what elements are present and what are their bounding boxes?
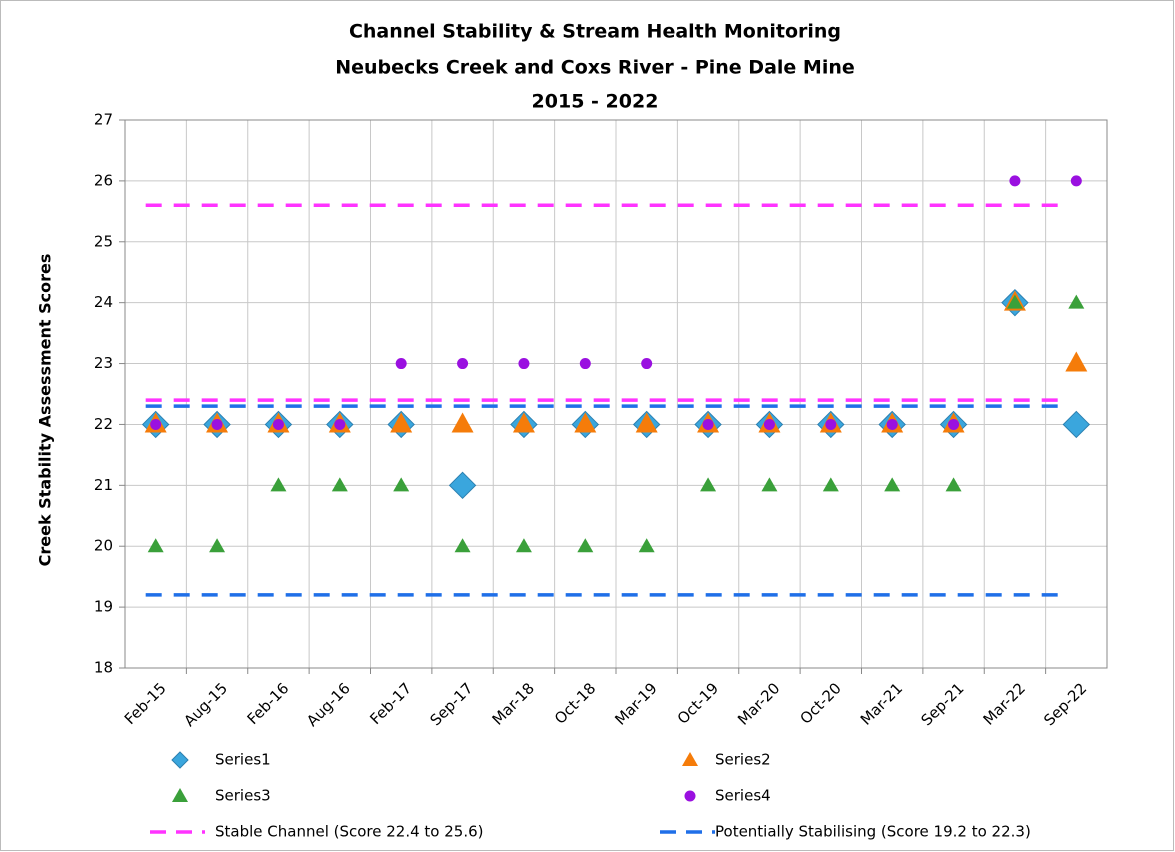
y-tick-label: 26 [94,171,113,189]
legend-label: Potentially Stabilising (Score 19.2 to 2… [715,823,1031,841]
marker-triangle [635,412,658,433]
marker-triangle [761,477,778,492]
marker-circle [1070,175,1082,187]
marker-triangle [147,538,164,553]
marker-circle [948,418,960,430]
marker-triangle [270,477,287,492]
marker-triangle [454,538,471,553]
marker-circle [518,358,530,370]
plot-frame [124,119,1108,669]
marker-triangle [638,538,655,553]
marker-circle [150,418,162,430]
y-tick-label: 25 [94,232,113,250]
marker-triangle [512,412,535,433]
marker-circle [1009,175,1021,187]
legend-label: Series1 [215,751,271,769]
marker-triangle [577,538,594,553]
chart-title: 2015 - 2022 [532,91,659,113]
y-tick-label: 18 [94,659,113,677]
marker-triangle [172,788,188,802]
y-tick-label: 19 [94,598,113,616]
marker-triangle [1068,294,1085,309]
marker-triangle [574,412,597,433]
marker-circle [395,358,407,370]
marker-triangle [700,477,717,492]
marker-triangle [1006,294,1023,309]
marker-triangle [682,752,698,766]
marker-diamond [1062,410,1091,439]
marker-circle [763,418,775,430]
y-tick-label: 22 [94,415,113,433]
y-tick-label: 23 [94,354,113,372]
marker-circle [702,418,714,430]
marker-triangle [884,477,901,492]
chart-title: Neubecks Creek and Coxs River - Pine Dal… [335,57,855,79]
marker-diamond [448,471,477,500]
legend-label: Series3 [215,787,271,805]
marker-circle [684,790,696,802]
marker-triangle [393,477,410,492]
legend-label: Stable Channel (Score 22.4 to 25.6) [215,823,484,841]
marker-triangle [451,412,474,433]
marker-circle [579,358,591,370]
legend-marker [171,751,189,769]
marker-circle [641,358,653,370]
marker-circle [272,418,284,430]
marker-triangle [209,538,226,553]
chart-title: Channel Stability & Stream Health Monito… [349,21,841,43]
marker-circle [334,418,346,430]
marker-circle [457,358,469,370]
marker-circle [825,418,837,430]
marker-triangle [822,477,839,492]
y-tick-label: 20 [94,537,113,555]
marker-circle [211,418,223,430]
y-tick-label: 24 [94,293,113,311]
marker-triangle [945,477,962,492]
marker-triangle [390,412,413,433]
legend-label: Series4 [715,787,771,805]
marker-triangle [515,538,532,553]
legend-label: Series2 [715,751,771,769]
y-tick-label: 21 [94,476,113,494]
marker-circle [886,418,898,430]
y-axis-label: Creek Stability Assessment Scores [36,254,55,567]
y-tick-label: 27 [94,111,113,129]
marker-triangle [1065,351,1088,372]
marker-triangle [331,477,348,492]
